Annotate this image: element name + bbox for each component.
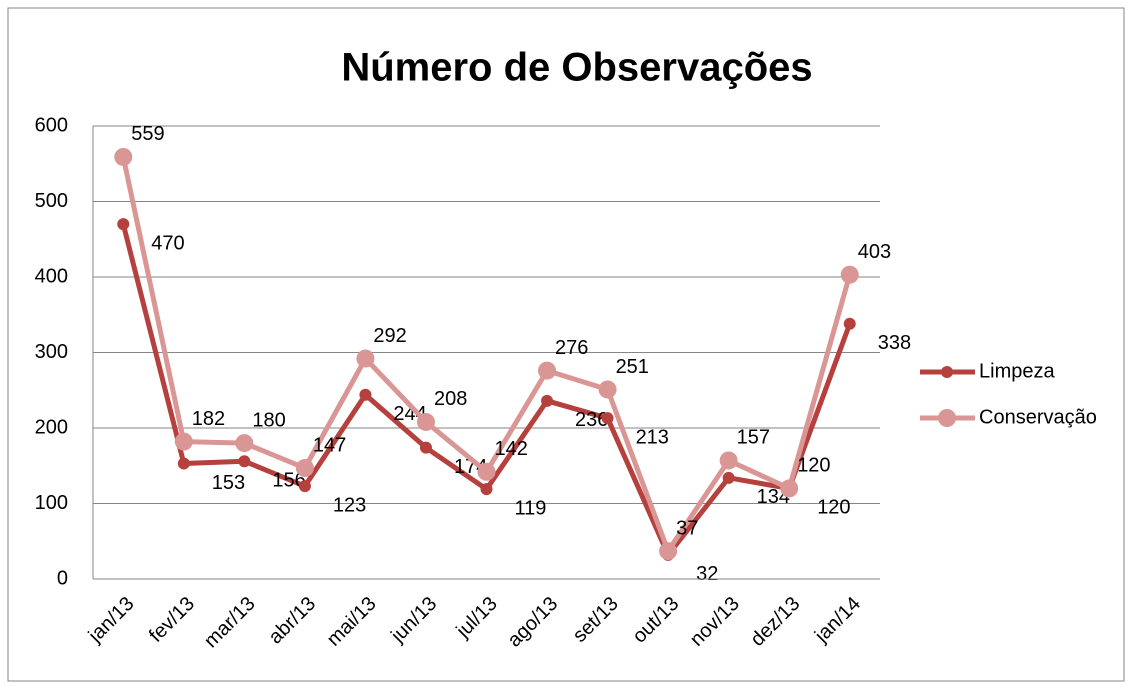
data-label: 276 bbox=[555, 337, 588, 359]
point bbox=[541, 394, 554, 407]
point bbox=[843, 317, 856, 330]
legend-marker bbox=[941, 366, 953, 378]
point bbox=[356, 349, 375, 368]
data-label: 32 bbox=[696, 563, 718, 585]
data-label: 153 bbox=[212, 472, 245, 494]
legend-label: Conservação bbox=[979, 406, 1097, 428]
point bbox=[235, 434, 254, 453]
legend-marker bbox=[938, 409, 956, 427]
data-label: 470 bbox=[151, 232, 184, 254]
data-label: 213 bbox=[636, 426, 669, 448]
y-tick-label: 400 bbox=[35, 265, 68, 287]
point bbox=[114, 147, 133, 166]
chart-border bbox=[7, 7, 1125, 682]
point bbox=[295, 459, 314, 478]
data-label: 338 bbox=[878, 332, 911, 354]
point bbox=[238, 455, 251, 468]
point bbox=[477, 462, 496, 481]
data-label: 156 bbox=[272, 470, 305, 492]
point bbox=[722, 471, 735, 484]
data-label: 403 bbox=[858, 241, 891, 263]
point bbox=[480, 483, 493, 496]
data-label: 208 bbox=[434, 388, 467, 410]
y-tick-label: 0 bbox=[57, 567, 68, 589]
point bbox=[659, 542, 678, 561]
data-label: 182 bbox=[192, 408, 225, 430]
data-label: 147 bbox=[313, 434, 346, 456]
point bbox=[598, 380, 617, 399]
data-label: 120 bbox=[797, 455, 830, 477]
point bbox=[117, 218, 130, 231]
point bbox=[174, 432, 193, 451]
point bbox=[601, 412, 614, 425]
data-label: 180 bbox=[252, 409, 285, 431]
data-label: 120 bbox=[817, 497, 850, 519]
legend-label: Limpeza bbox=[979, 360, 1055, 382]
y-tick-label: 100 bbox=[35, 492, 68, 514]
data-label: 236 bbox=[575, 409, 608, 431]
point bbox=[298, 480, 311, 493]
data-label: 559 bbox=[131, 123, 164, 145]
data-label: 123 bbox=[333, 494, 366, 516]
y-tick-label: 200 bbox=[35, 416, 68, 438]
chart-title: Número de Observações bbox=[341, 46, 812, 90]
point bbox=[538, 361, 557, 380]
y-tick-label: 500 bbox=[35, 190, 68, 212]
y-tick-label: 300 bbox=[35, 341, 68, 363]
point bbox=[419, 441, 432, 454]
data-label: 157 bbox=[737, 427, 770, 449]
data-label: 251 bbox=[616, 356, 649, 378]
data-label: 37 bbox=[676, 517, 698, 539]
point bbox=[177, 457, 190, 470]
point bbox=[840, 265, 859, 284]
point bbox=[359, 388, 372, 401]
point bbox=[416, 412, 435, 431]
data-label: 119 bbox=[515, 497, 547, 519]
point bbox=[780, 479, 799, 498]
y-tick-label: 600 bbox=[35, 114, 68, 136]
data-label: 292 bbox=[373, 325, 406, 347]
data-label: 142 bbox=[495, 438, 528, 460]
point bbox=[719, 451, 738, 470]
